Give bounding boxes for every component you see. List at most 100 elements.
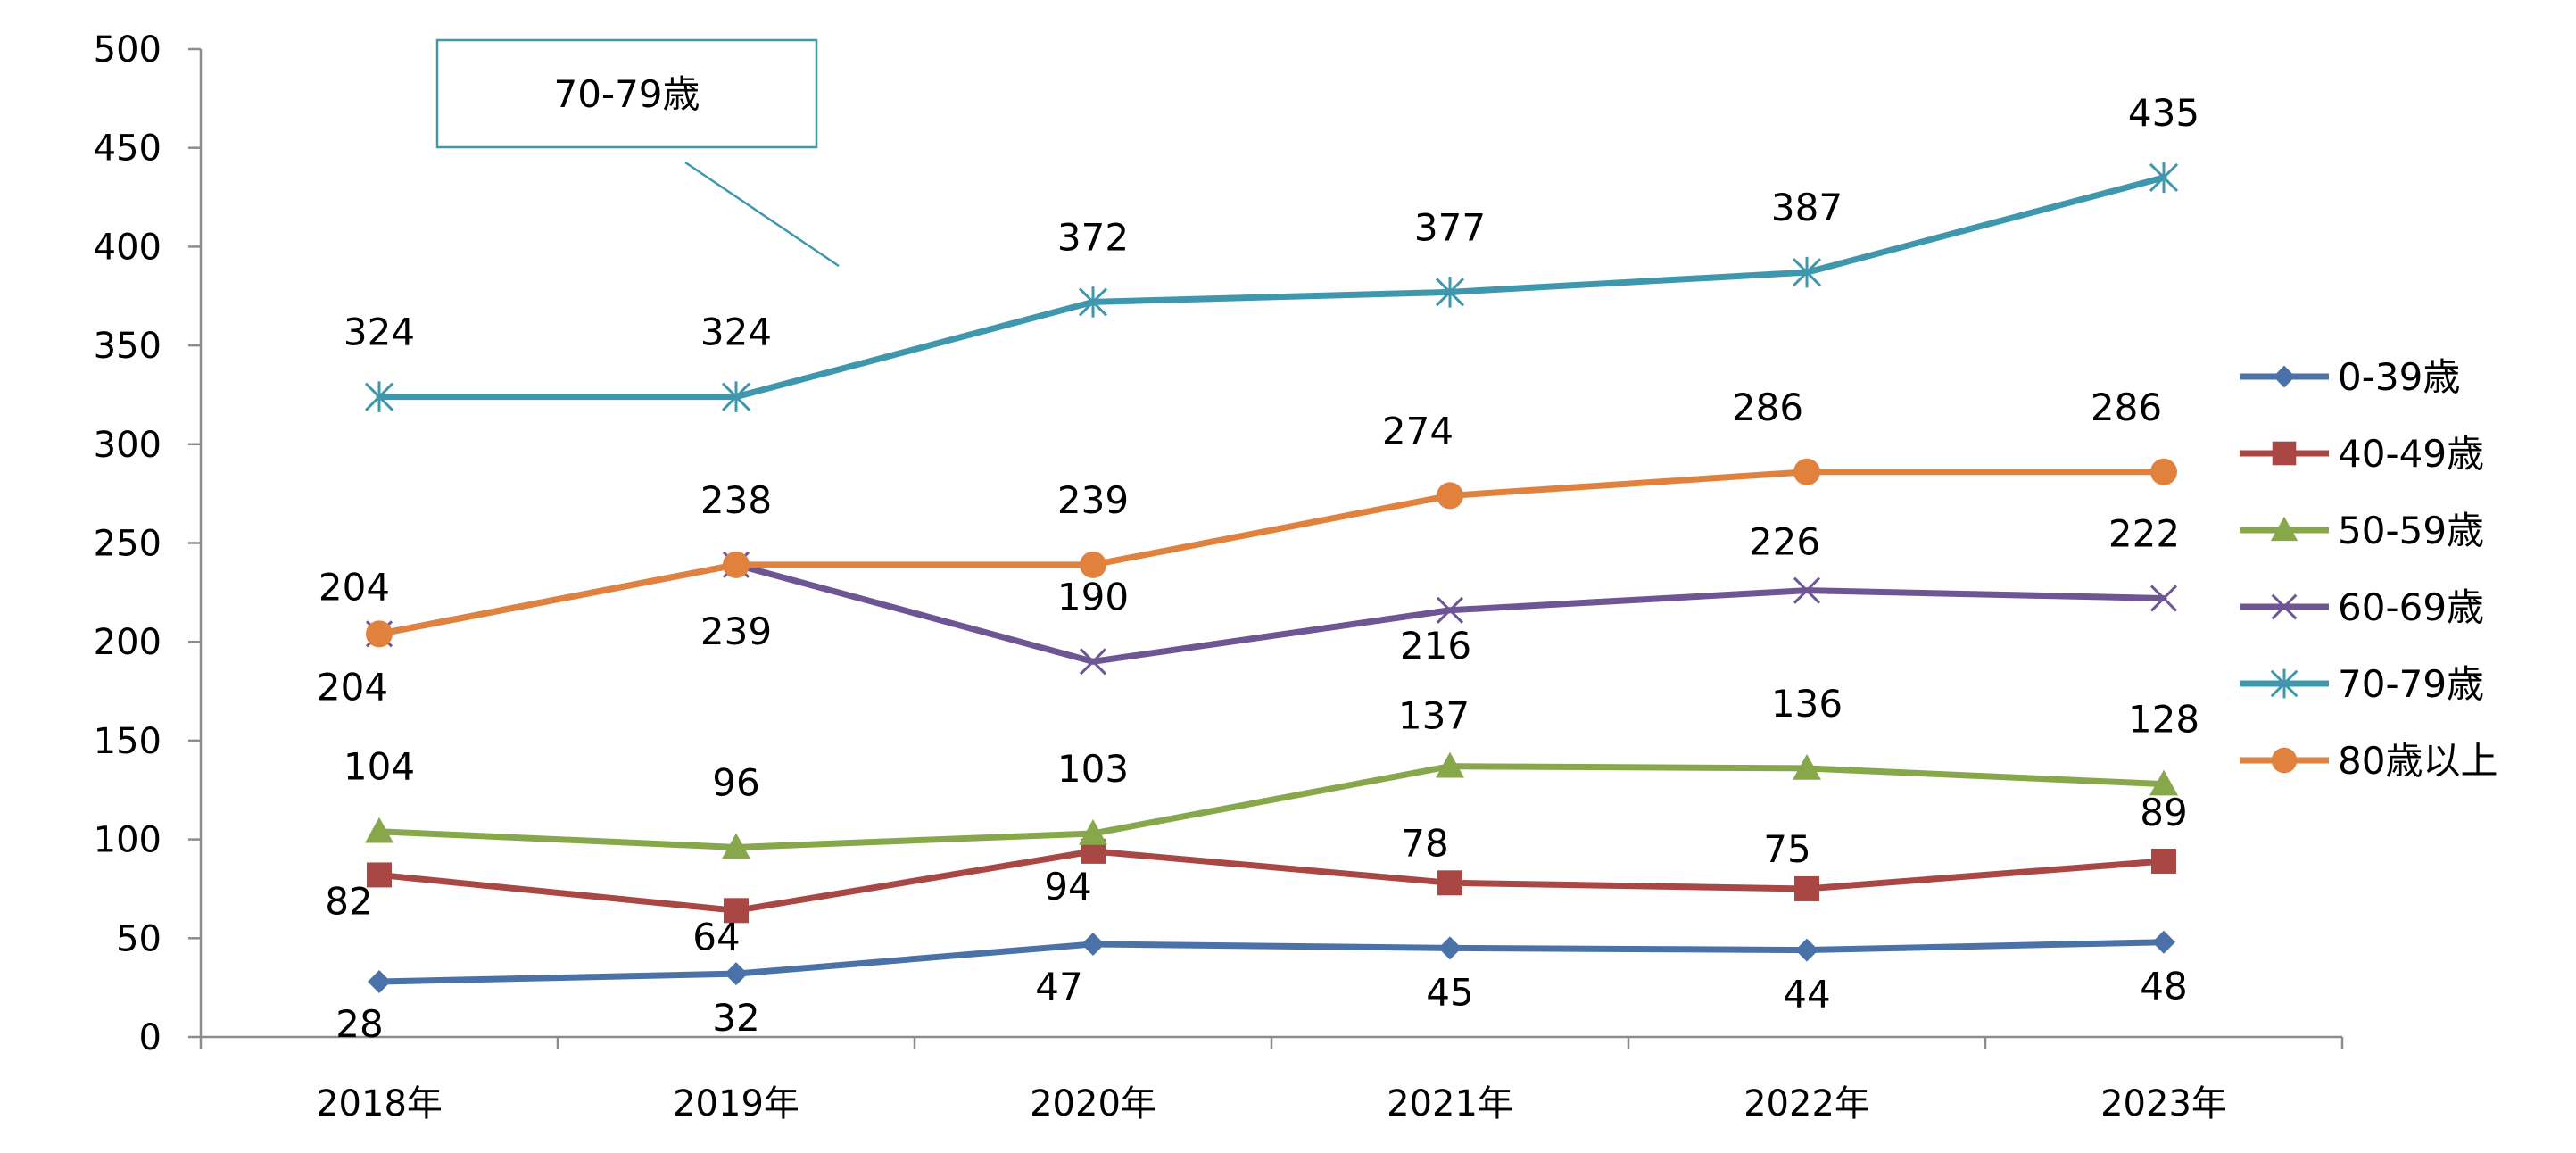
- data-point-marker: [1435, 277, 1465, 308]
- legend-label: 60-69歳: [2338, 585, 2484, 629]
- data-point-marker: [2152, 930, 2175, 954]
- data-point-marker: [2151, 848, 2176, 874]
- data-point-marker: [364, 381, 394, 412]
- data-point-marker: [1792, 256, 1822, 288]
- callout-box: [435, 38, 818, 149]
- data-label: 274: [1382, 409, 1454, 452]
- data-point-marker: [1794, 875, 1819, 901]
- y-tick-label: 0: [139, 1017, 162, 1058]
- data-label: 239: [1057, 478, 1129, 522]
- data-label: 324: [344, 311, 415, 354]
- axes: 0 50 100 150 200 250 300 350 400 450 500 2018年 2019年…: [94, 29, 2344, 1124]
- legend-entry: 80歳以上: [2240, 739, 2497, 783]
- data-point-marker: [1437, 482, 1463, 510]
- data-label: 128: [2128, 698, 2199, 742]
- data-point-marker: [1436, 596, 1464, 624]
- series-80-5: [366, 458, 2177, 648]
- data-label: 47: [1035, 965, 1082, 1008]
- data-label: 94: [1044, 865, 1091, 908]
- legend-entry: 60-69歳: [2240, 585, 2484, 629]
- data-label: 96: [712, 760, 759, 804]
- data-point-marker: [2149, 585, 2178, 612]
- legend-marker: [2271, 593, 2298, 620]
- callout-leader-line: [684, 161, 840, 268]
- legend-marker: [2273, 365, 2296, 388]
- series-40-49-1: [367, 838, 2176, 924]
- data-label: 435: [2128, 91, 2199, 135]
- legend-marker: [2271, 747, 2298, 774]
- data-label: 104: [344, 745, 415, 789]
- series-layer: [364, 162, 2179, 994]
- x-tick-label: 2020年: [1030, 1083, 1156, 1124]
- data-point-marker: [1438, 936, 1462, 960]
- data-label: 204: [317, 665, 388, 709]
- data-point-marker: [723, 551, 750, 578]
- data-point-marker: [368, 970, 391, 994]
- data-label: 372: [1057, 215, 1129, 259]
- x-tick-label: 2018年: [316, 1083, 443, 1124]
- callout: 70-79歳: [435, 38, 840, 268]
- data-label: 78: [1401, 821, 1448, 865]
- data-label: 64: [692, 915, 740, 958]
- data-label: 377: [1414, 205, 1486, 249]
- y-tick-label: 150: [94, 721, 162, 762]
- data-point-marker: [1080, 551, 1106, 578]
- data-label: 82: [325, 879, 372, 923]
- x-tick-label: 2021年: [1387, 1083, 1513, 1124]
- series-line: [376, 174, 2167, 401]
- series-50-59-2: [365, 751, 2178, 859]
- data-point-marker: [722, 833, 750, 859]
- callout-text: 70-79歳: [553, 72, 700, 116]
- series-line: [376, 469, 2167, 637]
- series-line: [376, 939, 2167, 985]
- data-label: 75: [1763, 827, 1810, 871]
- y-tick-label: 250: [94, 524, 162, 565]
- data-labels: 28 32 47 45 44 48 82 64 94 78 75 89 104 96 103 137 136 12…: [317, 91, 2199, 1046]
- data-point-marker: [366, 620, 393, 648]
- legend-label: 40-49歳: [2338, 432, 2484, 476]
- data-point-marker: [721, 381, 751, 412]
- x-tick-label: 2019年: [673, 1083, 799, 1124]
- data-point-marker: [1079, 818, 1107, 845]
- legend-entry: 50-59歳: [2240, 509, 2484, 552]
- data-point-marker: [1436, 751, 1464, 778]
- data-label: 286: [2091, 386, 2162, 429]
- data-label: 32: [712, 996, 759, 1040]
- series-line: [376, 848, 2167, 914]
- data-label: 89: [2140, 791, 2187, 834]
- series-70-79-4: [364, 162, 2179, 412]
- legend-label: 80歳以上: [2338, 739, 2497, 783]
- y-tick-label: 500: [94, 29, 162, 71]
- legend-marker: [2272, 441, 2297, 466]
- data-point-marker: [1081, 932, 1105, 956]
- legend-marker: [2270, 668, 2299, 699]
- data-point-marker: [1793, 576, 1821, 604]
- y-tick-label: 350: [94, 326, 162, 367]
- legend-label: 50-59歳: [2338, 509, 2484, 552]
- data-label: 28: [335, 1002, 383, 1046]
- data-point-marker: [2150, 458, 2177, 485]
- data-label: 44: [1783, 973, 1830, 1016]
- data-point-marker: [1437, 870, 1462, 896]
- data-label: 103: [1057, 747, 1129, 791]
- legend-label: 70-79歳: [2338, 662, 2484, 706]
- data-point-marker: [1078, 286, 1108, 318]
- data-label: 324: [700, 311, 772, 354]
- data-point-marker: [1793, 753, 1821, 780]
- data-point-marker: [365, 817, 393, 843]
- x-tick-label: 2022年: [1744, 1083, 1870, 1124]
- y-tick-label: 300: [94, 425, 162, 466]
- data-point-marker: [1793, 458, 1820, 485]
- data-label: 222: [2108, 511, 2180, 555]
- series-line: [376, 763, 2167, 850]
- data-label: 387: [1771, 186, 1843, 229]
- legend-marker: [2270, 516, 2299, 542]
- y-tick-label: 50: [116, 918, 162, 959]
- data-point-marker: [724, 898, 749, 924]
- legend-entry: 70-79歳: [2240, 662, 2484, 706]
- data-point-marker: [725, 962, 748, 986]
- data-point-marker: [2149, 162, 2179, 194]
- data-point-marker: [367, 862, 392, 888]
- data-label: 216: [1400, 624, 1471, 668]
